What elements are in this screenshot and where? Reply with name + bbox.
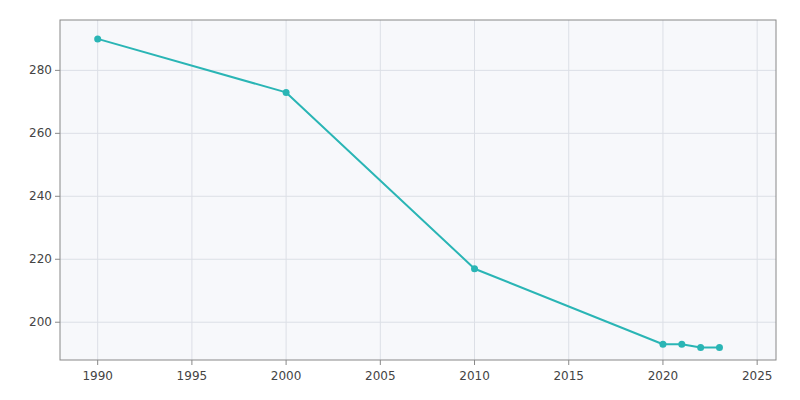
x-grid-line — [474, 20, 475, 360]
x-tick — [191, 360, 192, 365]
y-grid-line — [60, 70, 776, 71]
y-grid-line — [60, 133, 776, 134]
x-tick — [474, 360, 475, 365]
x-grid-line — [286, 20, 287, 360]
x-tick — [757, 360, 758, 365]
x-grid-line — [97, 20, 98, 360]
chart-container: 200 220 240 260 280 1990 1995 2000 2005 2010 2015 2… — [0, 0, 800, 400]
y-grid-line — [60, 322, 776, 323]
series — [94, 35, 723, 351]
y-tick-label: 220 — [29, 252, 52, 266]
y-tick — [55, 259, 60, 260]
y-grid-line — [60, 259, 776, 260]
data-point — [94, 35, 101, 42]
y-tick — [55, 70, 60, 71]
x-grid-line — [757, 20, 758, 360]
y-grid-line — [60, 196, 776, 197]
x-tick — [97, 360, 98, 365]
data-point — [697, 344, 704, 351]
x-tick-label: 2000 — [271, 369, 302, 383]
axes: 200 220 240 260 280 1990 1995 2000 2005 2010 2015 2… — [29, 63, 772, 383]
x-grid-line — [191, 20, 192, 360]
x-tick-label: 1990 — [82, 369, 113, 383]
data-point — [659, 341, 666, 348]
data-point — [678, 341, 685, 348]
x-grid-line — [662, 20, 663, 360]
population-line — [98, 39, 720, 348]
x-grid-line — [380, 20, 381, 360]
y-tick-label: 200 — [29, 315, 52, 329]
y-tick-label: 280 — [29, 63, 52, 77]
data-point — [471, 265, 478, 272]
x-tick — [662, 360, 663, 365]
x-tick — [380, 360, 381, 365]
data-point — [716, 344, 723, 351]
x-tick — [568, 360, 569, 365]
y-tick — [55, 322, 60, 323]
y-tick — [55, 133, 60, 134]
x-tick-label: 2020 — [648, 369, 679, 383]
x-tick-label: 1995 — [177, 369, 208, 383]
data-point — [283, 89, 290, 96]
x-tick-label: 2015 — [553, 369, 584, 383]
y-tick-label: 260 — [29, 126, 52, 140]
grid — [60, 20, 776, 360]
x-grid-line — [568, 20, 569, 360]
x-tick-label: 2025 — [742, 369, 773, 383]
plot-frame — [60, 20, 776, 360]
x-tick-label: 2005 — [365, 369, 396, 383]
plot-background — [60, 20, 776, 360]
x-tick — [286, 360, 287, 365]
y-tick-label: 240 — [29, 189, 52, 203]
x-tick-label: 2010 — [459, 369, 490, 383]
y-tick — [55, 196, 60, 197]
chart-svg: 200 220 240 260 280 1990 1995 2000 2005 2010 2015 2… — [0, 0, 800, 400]
